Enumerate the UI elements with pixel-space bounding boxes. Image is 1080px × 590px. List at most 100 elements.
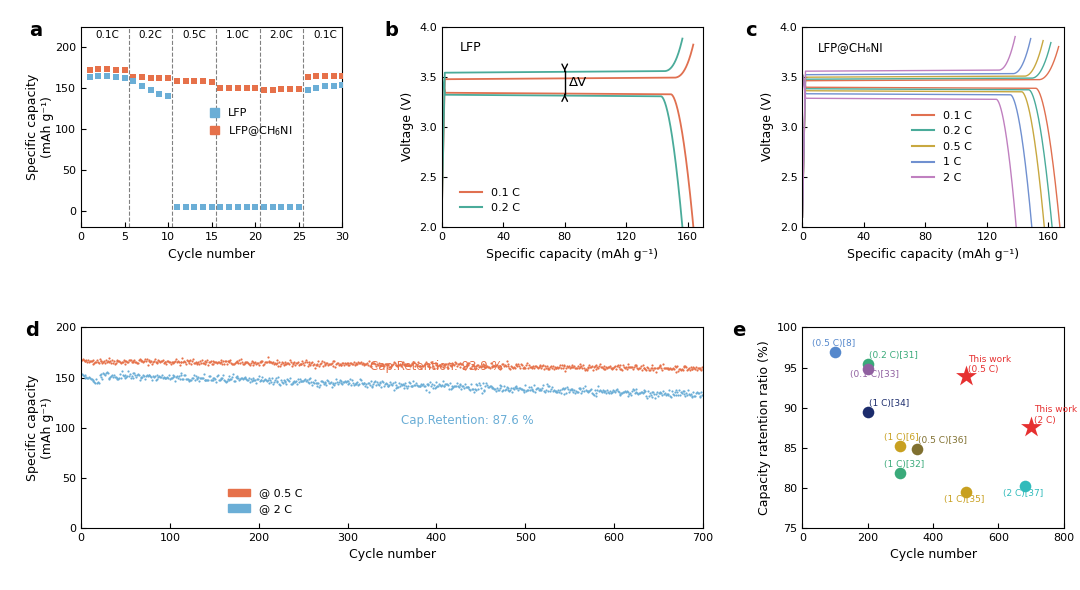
Point xyxy=(241,359,258,369)
Point xyxy=(510,359,527,369)
Point xyxy=(384,359,402,369)
Point xyxy=(525,362,542,371)
Point xyxy=(440,381,457,390)
Point xyxy=(532,363,550,373)
Point xyxy=(602,389,619,398)
Point xyxy=(501,386,518,396)
Point xyxy=(503,362,521,372)
Point xyxy=(667,362,685,371)
Point xyxy=(537,388,554,397)
Text: (0.2 C)[31]: (0.2 C)[31] xyxy=(869,350,918,359)
Point xyxy=(108,356,125,365)
Point xyxy=(188,358,205,368)
Point xyxy=(541,382,558,391)
Point xyxy=(245,373,262,382)
Point xyxy=(270,372,287,382)
Point xyxy=(225,359,242,369)
Point xyxy=(130,358,147,368)
Point xyxy=(416,381,433,390)
Point xyxy=(177,202,194,211)
Point xyxy=(859,407,876,417)
Legend: @ 0.5 C, @ 2 C: @ 0.5 C, @ 2 C xyxy=(224,484,307,519)
Point xyxy=(387,384,404,393)
Point xyxy=(449,381,467,391)
Point xyxy=(401,360,418,369)
Point xyxy=(255,360,272,370)
Point xyxy=(551,363,568,372)
Point xyxy=(98,357,116,366)
Point xyxy=(661,364,678,373)
Point xyxy=(298,357,315,366)
Point xyxy=(139,371,157,381)
Point xyxy=(379,360,396,370)
Point xyxy=(657,389,674,398)
Point xyxy=(455,363,472,373)
Point xyxy=(673,365,690,374)
Point xyxy=(157,373,174,383)
Point xyxy=(522,385,539,394)
Point xyxy=(618,386,635,396)
Point xyxy=(391,381,408,391)
Point xyxy=(415,362,432,371)
Point xyxy=(414,361,431,371)
Point xyxy=(433,381,450,390)
Point xyxy=(334,379,351,389)
Point xyxy=(177,77,194,86)
Point xyxy=(515,362,532,371)
Point xyxy=(592,362,609,372)
Point xyxy=(241,360,258,370)
Point xyxy=(677,391,694,400)
Point xyxy=(390,383,407,392)
Point xyxy=(184,373,201,383)
Point xyxy=(156,358,173,367)
Point xyxy=(480,382,497,391)
Point xyxy=(230,358,247,368)
Point xyxy=(645,387,662,396)
Point xyxy=(593,387,610,396)
Point xyxy=(321,359,338,368)
Point xyxy=(268,358,285,368)
Point xyxy=(683,392,700,402)
Point xyxy=(207,357,225,366)
Point xyxy=(157,358,174,367)
Point xyxy=(536,364,553,373)
Point xyxy=(651,360,669,370)
Point xyxy=(620,392,637,401)
Point xyxy=(482,363,499,372)
Point xyxy=(451,380,469,389)
Point xyxy=(284,378,301,388)
Point xyxy=(471,378,488,388)
Point xyxy=(342,358,360,368)
Point xyxy=(190,372,207,382)
Point xyxy=(190,376,207,385)
Point xyxy=(79,373,96,382)
Point xyxy=(243,357,260,366)
Point xyxy=(672,391,689,400)
Point xyxy=(276,378,294,387)
Point xyxy=(546,362,564,372)
Point xyxy=(604,387,621,396)
Point xyxy=(672,388,689,397)
Point xyxy=(85,359,103,368)
Point xyxy=(416,381,433,391)
Point xyxy=(500,384,517,393)
Point xyxy=(622,362,639,372)
Point xyxy=(649,363,666,373)
Point xyxy=(585,390,603,399)
Point xyxy=(469,381,486,390)
Point xyxy=(110,374,127,384)
Point xyxy=(253,375,270,385)
Point xyxy=(211,359,228,368)
Text: This work
(0.5 C): This work (0.5 C) xyxy=(969,355,1012,374)
Point xyxy=(411,381,429,391)
Point xyxy=(215,371,232,380)
Point xyxy=(313,357,330,366)
Point xyxy=(110,356,127,365)
Point xyxy=(409,357,427,366)
Point xyxy=(120,358,137,367)
Point xyxy=(546,364,564,373)
Point xyxy=(667,368,685,377)
Point xyxy=(84,356,102,365)
Point xyxy=(475,386,492,395)
Point xyxy=(203,77,220,87)
